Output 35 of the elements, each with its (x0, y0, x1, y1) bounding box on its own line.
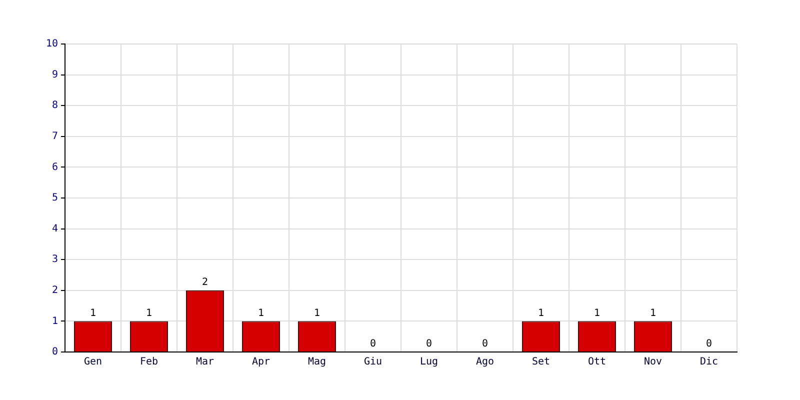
data-label: 0 (426, 338, 432, 350)
y-tick-label: 3 (52, 254, 58, 266)
data-label: 1 (146, 308, 152, 319)
data-label: 1 (650, 308, 656, 319)
x-tick-label: Feb (140, 356, 158, 368)
x-tick-label: Nov (644, 356, 662, 368)
data-label: 0 (370, 338, 376, 350)
y-tick-label: 1 (52, 316, 58, 327)
x-tick-label: Lug (420, 356, 438, 368)
y-tick-label: 8 (52, 100, 58, 112)
x-tick-label: Mar (196, 356, 214, 368)
x-tick-label: Mag (308, 356, 326, 368)
data-label: 1 (314, 308, 320, 319)
data-label: 1 (258, 308, 264, 319)
data-label: 1 (538, 308, 544, 319)
data-label: 0 (706, 338, 712, 350)
y-tick-label: 2 (52, 284, 58, 296)
y-tick-label: 5 (52, 192, 58, 204)
y-tick-label: 6 (52, 162, 58, 173)
data-label: 1 (90, 308, 96, 319)
x-tick-label: Ago (476, 356, 494, 368)
x-tick-label: Apr (252, 356, 270, 368)
x-tick-label: Gen (84, 356, 102, 368)
data-label: 0 (482, 338, 488, 350)
x-tick-label: Ott (588, 356, 606, 368)
y-tick-label: 7 (52, 130, 58, 142)
data-label: 2 (202, 276, 208, 288)
data-label: 1 (594, 308, 600, 319)
x-tick-label: Dic (700, 356, 718, 368)
y-tick-label: 10 (46, 38, 58, 50)
y-tick-label: 9 (52, 69, 58, 80)
y-tick-label: 0 (52, 346, 58, 358)
x-tick-label: Set (532, 356, 550, 368)
x-tick-label: Giu (364, 356, 382, 368)
y-tick-label: 4 (52, 223, 58, 234)
